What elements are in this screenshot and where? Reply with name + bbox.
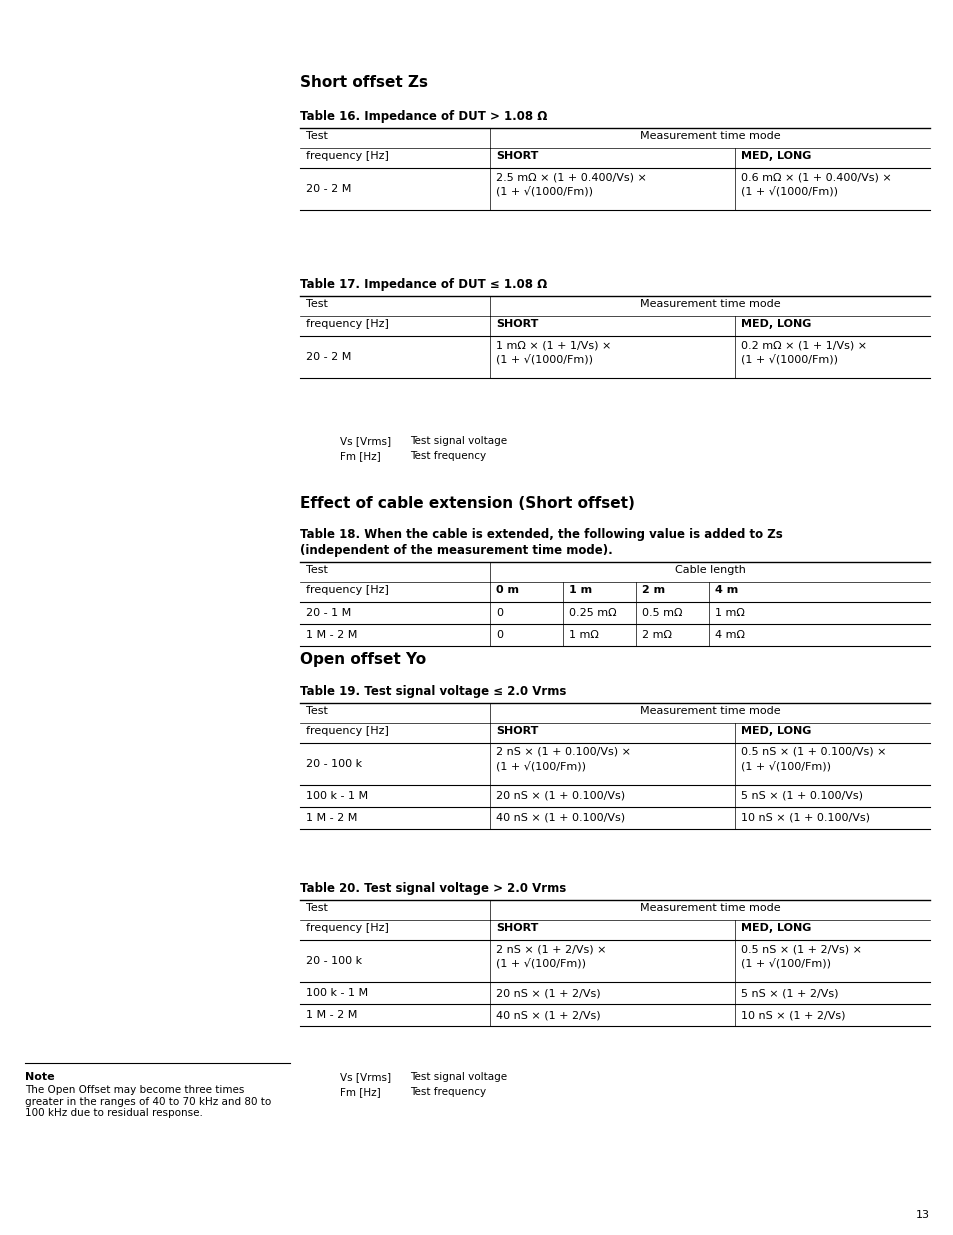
Text: Measurement time mode: Measurement time mode	[639, 903, 780, 913]
Text: 2 nS × (1 + 2/Vs) ×: 2 nS × (1 + 2/Vs) ×	[496, 944, 606, 953]
Text: frequency [Hz]: frequency [Hz]	[306, 726, 389, 736]
Text: (1 + √(100/Fm)): (1 + √(100/Fm))	[740, 958, 830, 968]
Text: 10 nS × (1 + 0.100/Vs): 10 nS × (1 + 0.100/Vs)	[740, 813, 869, 823]
Text: 0.25 mΩ: 0.25 mΩ	[568, 608, 616, 618]
Text: Test: Test	[306, 131, 328, 141]
Text: Table 19. Test signal voltage ≤ 2.0 Vrms: Table 19. Test signal voltage ≤ 2.0 Vrms	[299, 685, 566, 698]
Text: 40 nS × (1 + 0.100/Vs): 40 nS × (1 + 0.100/Vs)	[496, 813, 624, 823]
Text: Measurement time mode: Measurement time mode	[639, 706, 780, 716]
Text: 20 - 2 M: 20 - 2 M	[306, 184, 351, 194]
Text: Test: Test	[306, 299, 328, 309]
Text: 1 M - 2 M: 1 M - 2 M	[306, 813, 357, 823]
Text: frequency [Hz]: frequency [Hz]	[306, 151, 389, 161]
Text: 0.2 mΩ × (1 + 1/Vs) ×: 0.2 mΩ × (1 + 1/Vs) ×	[740, 340, 866, 350]
Text: (1 + √(100/Fm)): (1 + √(100/Fm))	[496, 958, 585, 968]
Text: 4 m: 4 m	[714, 585, 738, 595]
Text: 0.6 mΩ × (1 + 0.400/Vs) ×: 0.6 mΩ × (1 + 0.400/Vs) ×	[740, 172, 891, 182]
Text: 10 nS × (1 + 2/Vs): 10 nS × (1 + 2/Vs)	[740, 1010, 844, 1020]
Text: 0 m: 0 m	[496, 585, 518, 595]
Text: SHORT: SHORT	[496, 923, 537, 932]
Text: Short offset Zs: Short offset Zs	[299, 75, 428, 90]
Text: 100 k - 1 M: 100 k - 1 M	[306, 988, 368, 998]
Text: Open offset Yo: Open offset Yo	[299, 652, 426, 667]
Text: 20 nS × (1 + 2/Vs): 20 nS × (1 + 2/Vs)	[496, 988, 600, 998]
Text: 40 nS × (1 + 2/Vs): 40 nS × (1 + 2/Vs)	[496, 1010, 600, 1020]
Text: 0.5 mΩ: 0.5 mΩ	[641, 608, 681, 618]
Text: frequency [Hz]: frequency [Hz]	[306, 585, 389, 595]
Text: 2 mΩ: 2 mΩ	[641, 630, 671, 640]
Text: Table 18. When the cable is extended, the following value is added to Zs: Table 18. When the cable is extended, th…	[299, 529, 781, 541]
Text: Test signal voltage: Test signal voltage	[410, 1072, 507, 1082]
Text: 1 mΩ: 1 mΩ	[714, 608, 744, 618]
Text: 1 m: 1 m	[568, 585, 592, 595]
Text: 1 M - 2 M: 1 M - 2 M	[306, 630, 357, 640]
Text: MED, LONG: MED, LONG	[740, 726, 810, 736]
Text: 20 - 1 M: 20 - 1 M	[306, 608, 351, 618]
Text: 0.5 nS × (1 + 2/Vs) ×: 0.5 nS × (1 + 2/Vs) ×	[740, 944, 862, 953]
Text: SHORT: SHORT	[496, 726, 537, 736]
Text: Vs [Vrms]: Vs [Vrms]	[339, 436, 391, 446]
Text: 20 - 100 k: 20 - 100 k	[306, 760, 362, 769]
Text: (independent of the measurement time mode).: (independent of the measurement time mod…	[299, 543, 612, 557]
Text: MED, LONG: MED, LONG	[740, 319, 810, 329]
Text: Cable length: Cable length	[674, 564, 744, 576]
Text: 100 k - 1 M: 100 k - 1 M	[306, 790, 368, 802]
Text: Fm [Hz]: Fm [Hz]	[339, 451, 380, 461]
Text: The Open Offset may become three times
greater in the ranges of 40 to 70 kHz and: The Open Offset may become three times g…	[25, 1086, 271, 1118]
Text: 1 M - 2 M: 1 M - 2 M	[306, 1010, 357, 1020]
Text: 0: 0	[496, 630, 502, 640]
Text: Table 16. Impedance of DUT > 1.08 Ω: Table 16. Impedance of DUT > 1.08 Ω	[299, 110, 547, 124]
Text: Test frequency: Test frequency	[410, 451, 486, 461]
Text: Note: Note	[25, 1072, 54, 1082]
Text: Measurement time mode: Measurement time mode	[639, 299, 780, 309]
Text: Effect of cable extension (Short offset): Effect of cable extension (Short offset)	[299, 496, 634, 511]
Text: frequency [Hz]: frequency [Hz]	[306, 923, 389, 932]
Text: (1 + √(100/Fm)): (1 + √(100/Fm))	[740, 761, 830, 772]
Text: Test: Test	[306, 903, 328, 913]
Text: 0.5 nS × (1 + 0.100/Vs) ×: 0.5 nS × (1 + 0.100/Vs) ×	[740, 747, 885, 757]
Text: Test frequency: Test frequency	[410, 1087, 486, 1097]
Text: 1 mΩ × (1 + 1/Vs) ×: 1 mΩ × (1 + 1/Vs) ×	[496, 340, 611, 350]
Text: Vs [Vrms]: Vs [Vrms]	[339, 1072, 391, 1082]
Text: 13: 13	[915, 1210, 929, 1220]
Text: Test signal voltage: Test signal voltage	[410, 436, 507, 446]
Text: (1 + √(1000/Fm)): (1 + √(1000/Fm))	[496, 354, 593, 364]
Text: 0: 0	[496, 608, 502, 618]
Text: 20 - 2 M: 20 - 2 M	[306, 352, 351, 362]
Text: 2.5 mΩ × (1 + 0.400/Vs) ×: 2.5 mΩ × (1 + 0.400/Vs) ×	[496, 172, 646, 182]
Text: 20 nS × (1 + 0.100/Vs): 20 nS × (1 + 0.100/Vs)	[496, 790, 624, 802]
Text: Measurement time mode: Measurement time mode	[639, 131, 780, 141]
Text: (1 + √(100/Fm)): (1 + √(100/Fm))	[496, 761, 585, 772]
Text: Test: Test	[306, 706, 328, 716]
Text: (1 + √(1000/Fm)): (1 + √(1000/Fm))	[740, 186, 837, 196]
Text: SHORT: SHORT	[496, 319, 537, 329]
Text: Fm [Hz]: Fm [Hz]	[339, 1087, 380, 1097]
Text: 5 nS × (1 + 2/Vs): 5 nS × (1 + 2/Vs)	[740, 988, 838, 998]
Text: 5 nS × (1 + 0.100/Vs): 5 nS × (1 + 0.100/Vs)	[740, 790, 862, 802]
Text: (1 + √(1000/Fm)): (1 + √(1000/Fm))	[496, 186, 593, 196]
Text: Table 20. Test signal voltage > 2.0 Vrms: Table 20. Test signal voltage > 2.0 Vrms	[299, 882, 566, 895]
Text: (1 + √(1000/Fm)): (1 + √(1000/Fm))	[740, 354, 837, 364]
Text: 2 m: 2 m	[641, 585, 664, 595]
Text: 1 mΩ: 1 mΩ	[568, 630, 598, 640]
Text: MED, LONG: MED, LONG	[740, 151, 810, 161]
Text: 20 - 100 k: 20 - 100 k	[306, 956, 362, 966]
Text: MED, LONG: MED, LONG	[740, 923, 810, 932]
Text: frequency [Hz]: frequency [Hz]	[306, 319, 389, 329]
Text: 2 nS × (1 + 0.100/Vs) ×: 2 nS × (1 + 0.100/Vs) ×	[496, 747, 630, 757]
Text: Table 17. Impedance of DUT ≤ 1.08 Ω: Table 17. Impedance of DUT ≤ 1.08 Ω	[299, 278, 547, 291]
Text: SHORT: SHORT	[496, 151, 537, 161]
Text: Test: Test	[306, 564, 328, 576]
Text: 4 mΩ: 4 mΩ	[714, 630, 744, 640]
